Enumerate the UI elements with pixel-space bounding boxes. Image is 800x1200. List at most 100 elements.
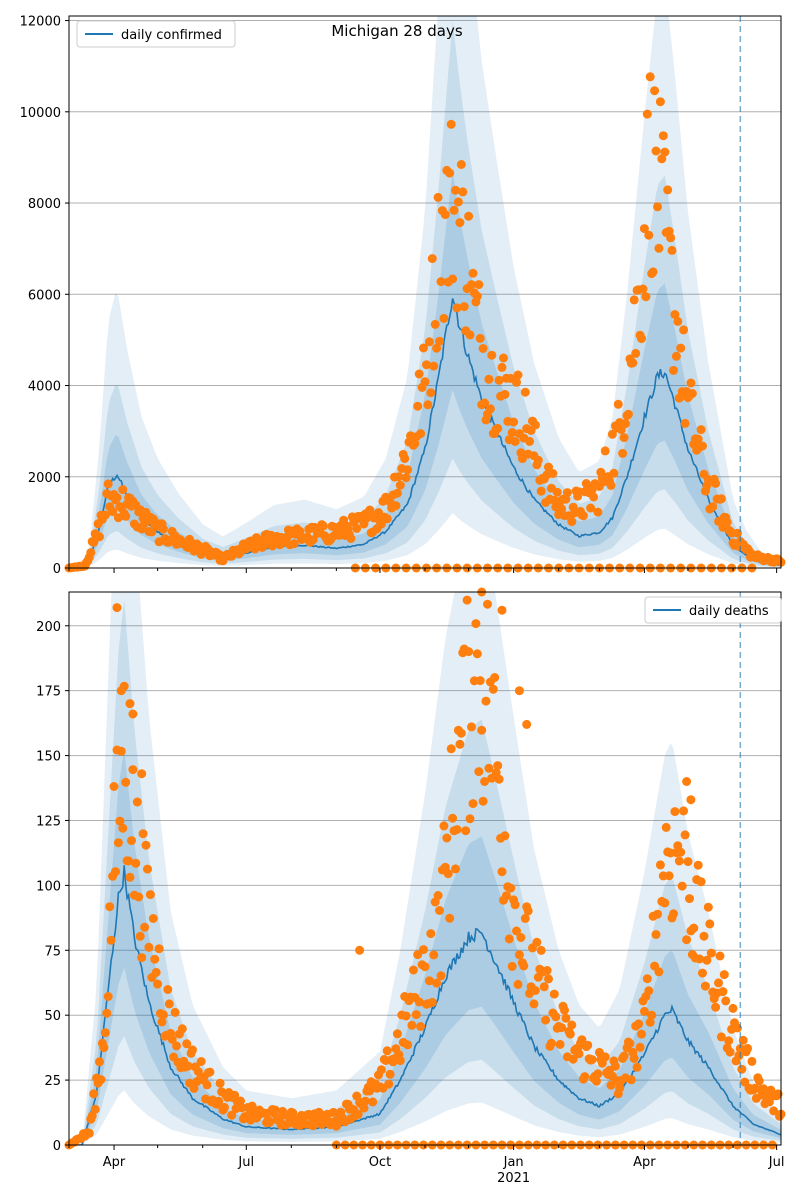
data-point <box>509 417 519 427</box>
data-point <box>651 930 661 939</box>
data-point <box>196 1057 206 1066</box>
data-point <box>523 906 533 916</box>
y-tick-label: 0 <box>53 562 61 577</box>
data-point <box>183 1061 193 1071</box>
data-point <box>400 454 410 464</box>
legend: daily confirmed <box>76 20 236 48</box>
data-point <box>395 480 405 490</box>
data-point <box>115 816 125 826</box>
data-point <box>467 280 476 290</box>
data-point <box>696 425 706 435</box>
data-point <box>592 1076 601 1086</box>
data-point <box>724 1036 734 1046</box>
data-point <box>670 310 680 319</box>
data-point <box>439 821 449 831</box>
y-tick-label: 0 <box>53 1139 61 1154</box>
data-point <box>530 986 540 995</box>
data-point <box>574 1049 584 1059</box>
data-point <box>645 72 655 82</box>
data-point <box>645 1017 655 1027</box>
data-point <box>493 423 503 433</box>
data-point <box>157 1017 167 1027</box>
data-point <box>719 970 729 980</box>
data-point <box>480 777 490 786</box>
data-point <box>432 343 442 353</box>
data-point <box>695 954 705 964</box>
data-point <box>583 1040 593 1050</box>
data-point <box>642 109 652 119</box>
data-point <box>177 1024 187 1034</box>
deaths-panel: 0 25 50 75 100 125 150 175 200 daily deaths Apr Jul… <box>36 587 786 1186</box>
data-point <box>555 1039 565 1049</box>
data-point <box>663 185 673 195</box>
data-point <box>600 446 610 456</box>
data-point <box>100 510 110 520</box>
data-point <box>593 1069 603 1079</box>
data-point <box>650 86 660 96</box>
data-point <box>384 1079 394 1089</box>
data-point <box>430 319 440 329</box>
data-point <box>618 448 628 458</box>
data-point <box>475 333 485 343</box>
data-point <box>121 777 131 787</box>
data-point <box>446 119 456 129</box>
data-point <box>401 473 411 483</box>
data-point <box>567 517 577 527</box>
data-point <box>743 1043 753 1053</box>
data-point <box>445 168 455 178</box>
data-point <box>403 1040 413 1050</box>
data-point <box>394 472 404 482</box>
data-point <box>747 1056 757 1066</box>
data-point <box>360 1096 370 1106</box>
data-point <box>655 97 665 107</box>
data-point <box>465 814 475 824</box>
data-point <box>318 521 328 531</box>
data-point <box>637 334 646 344</box>
data-point <box>629 295 639 305</box>
data-point <box>679 325 689 335</box>
data-point <box>561 1013 571 1023</box>
data-point <box>205 1067 215 1077</box>
data-point <box>703 902 713 912</box>
data-point <box>461 826 471 836</box>
data-point <box>435 336 444 346</box>
data-point <box>84 1128 94 1138</box>
data-point <box>773 1089 783 1099</box>
data-point <box>411 1010 421 1020</box>
y-tick-label: 100 <box>36 879 61 894</box>
data-point <box>427 997 437 1007</box>
data-point <box>433 891 443 900</box>
x-tick-label: Jul <box>768 1155 785 1170</box>
data-point <box>419 945 428 955</box>
x-tick-label: Oct <box>369 1155 391 1170</box>
data-point <box>689 923 699 933</box>
data-point <box>562 488 572 498</box>
data-point <box>86 548 96 558</box>
data-point <box>638 284 648 294</box>
data-point <box>631 348 641 358</box>
data-point <box>121 511 131 521</box>
y-tick-label: 200 <box>36 620 61 635</box>
data-point <box>193 1067 203 1077</box>
data-point <box>359 1103 369 1113</box>
data-point <box>455 739 465 749</box>
data-point <box>623 409 633 419</box>
data-point <box>471 619 481 629</box>
data-point <box>567 1020 577 1030</box>
data-point <box>465 330 475 340</box>
y-tick-label: 25 <box>44 1074 61 1089</box>
data-point <box>427 254 437 264</box>
data-point <box>137 953 147 963</box>
data-point <box>565 1029 575 1039</box>
data-point <box>90 1104 100 1114</box>
data-point <box>580 1072 590 1082</box>
data-point <box>544 974 553 984</box>
data-point <box>632 1062 642 1072</box>
data-point <box>172 1041 181 1051</box>
data-point <box>440 210 450 220</box>
x-tick-label: Apr <box>103 1155 126 1170</box>
data-point <box>432 978 442 988</box>
data-point <box>392 488 402 498</box>
data-point <box>170 1007 180 1017</box>
data-point <box>355 945 365 955</box>
